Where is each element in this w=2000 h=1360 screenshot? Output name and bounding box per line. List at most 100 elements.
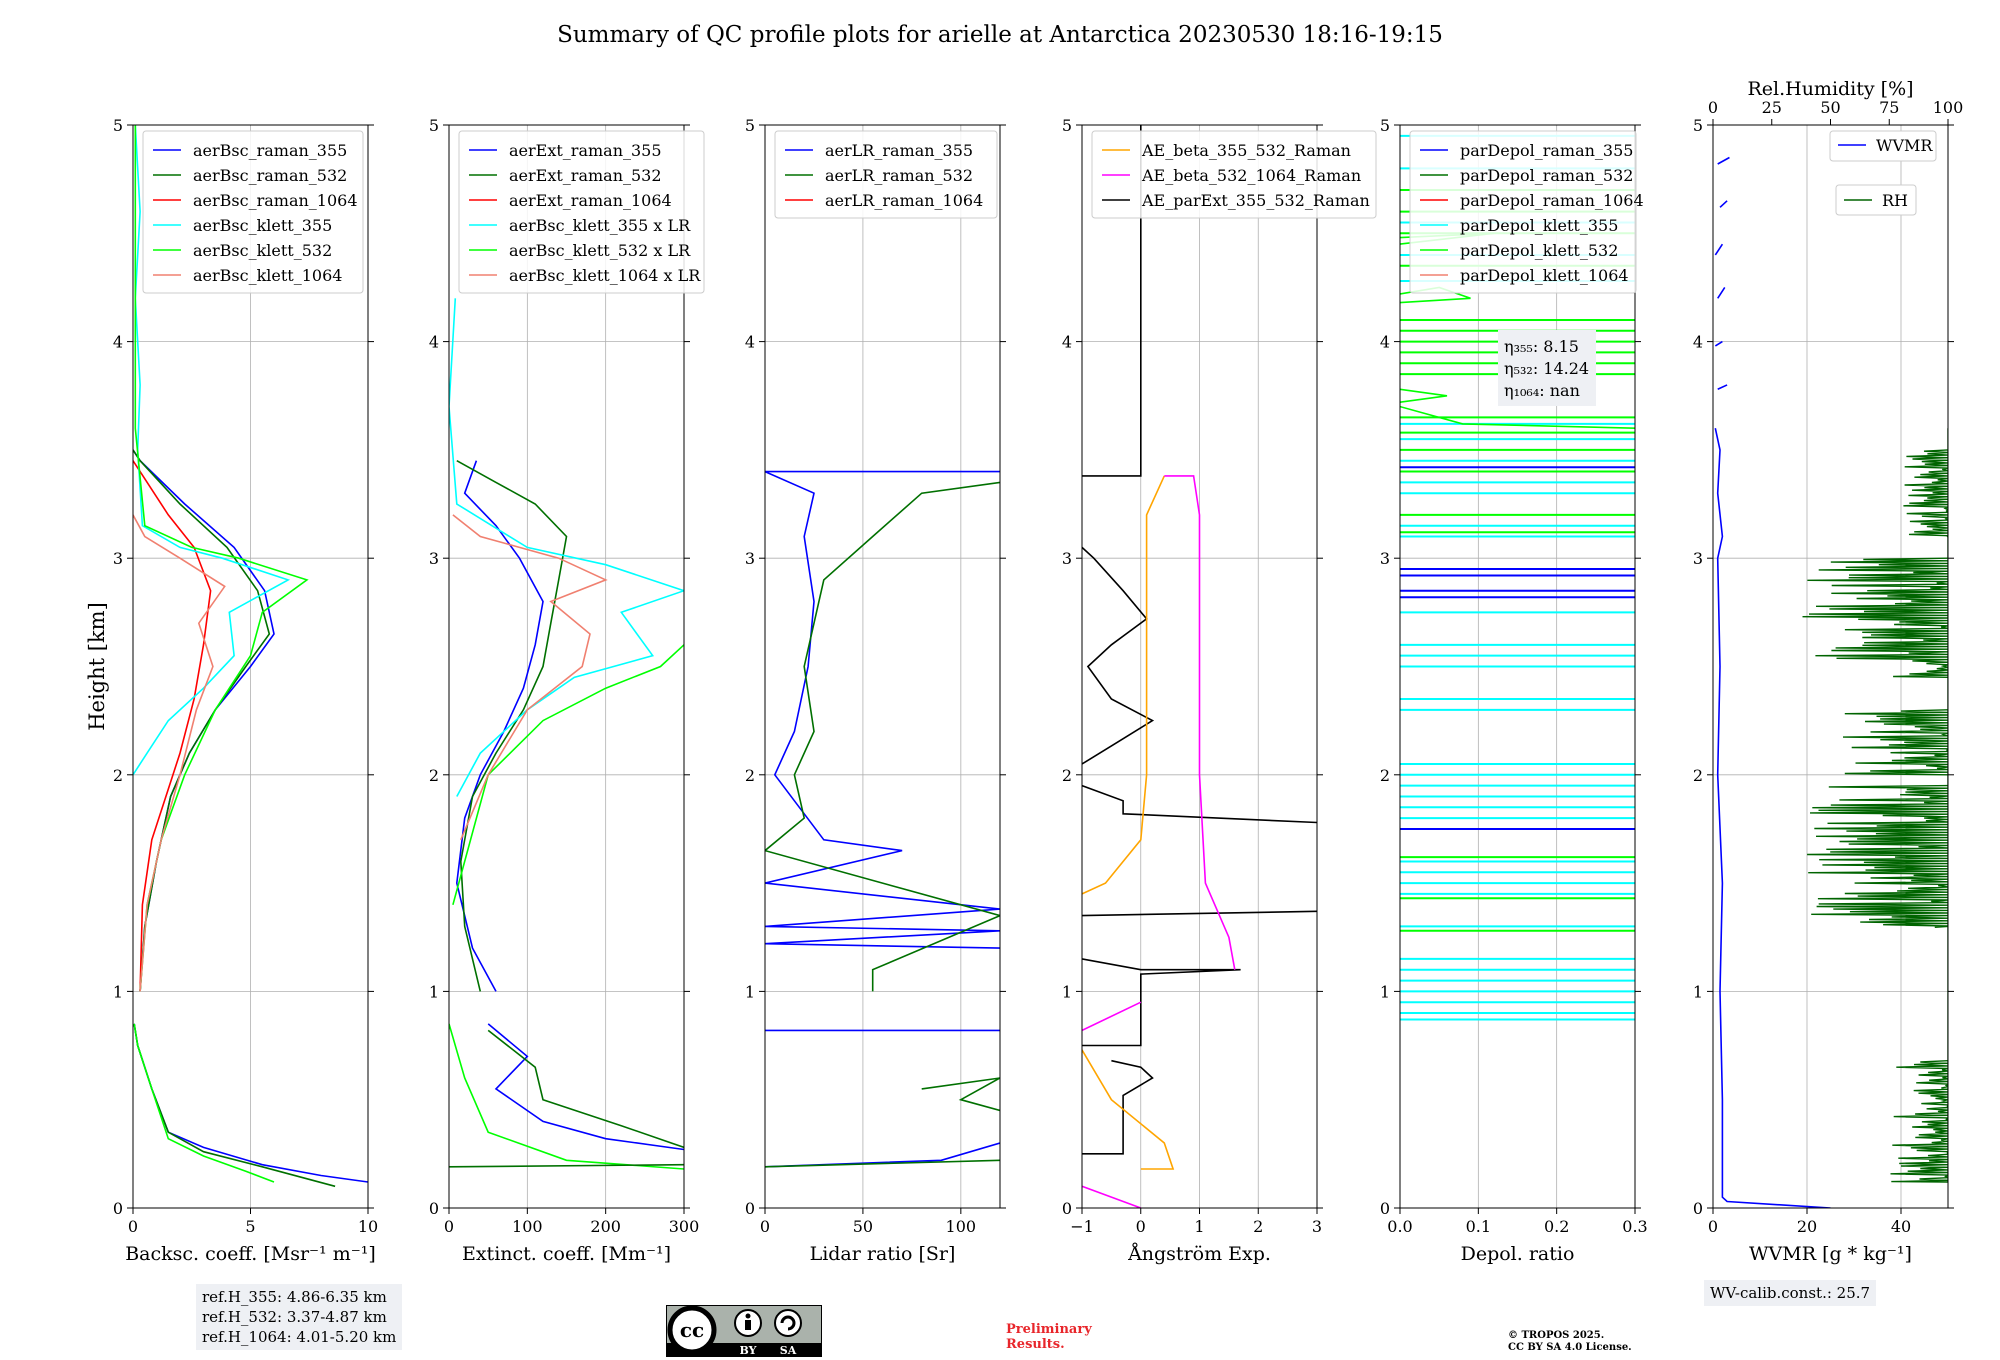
reference-height-note: ref.H_355: 4.86-6.35 km ref.H_532: 3.37-… xyxy=(196,1284,403,1350)
legend-label: aerBsc_klett_1064 x LR xyxy=(509,266,701,285)
y-tick-label: 1 xyxy=(1380,982,1390,1001)
y-tick-label: 5 xyxy=(113,116,123,135)
top-x-tick-label: 0 xyxy=(1708,98,1718,117)
series-line-AE_beta_532_1064_Raman xyxy=(1082,1001,1142,1032)
x-tick-label: 0.2 xyxy=(1544,1217,1569,1236)
x-tick-label: 0.3 xyxy=(1622,1217,1647,1236)
cc-mark: cc xyxy=(680,1318,704,1342)
grid-lr: 0 50 100 0 1 2 3 4 5 xyxy=(745,116,1006,1236)
series-line-AE_parExt_355_532_Raman xyxy=(1082,125,1142,477)
series-line-aerBsc_klett_532 x LR xyxy=(449,1023,684,1170)
axes-frame xyxy=(132,124,369,1209)
x-axis-label: Ångström Exp. xyxy=(1127,1243,1271,1265)
ref-height-355: ref.H_355: 4.86-6.35 km xyxy=(202,1288,387,1306)
y-tick-label: 4 xyxy=(1062,333,1072,352)
legend-ae: AE_beta_355_532_Raman AE_beta_532_1064_Ra… xyxy=(1091,130,1377,219)
series-line-aerBsc_klett_355 xyxy=(133,125,291,776)
y-tick-label: 2 xyxy=(113,766,123,785)
series-line-aerBsc_raman_355 xyxy=(133,449,275,992)
panel-depol: 0.0 0.1 0.2 0.3 0 1 2 3 4 5 Depol. ratio parDepol_r… xyxy=(1380,116,1648,1265)
legend-lr: aerLR_raman_355 aerLR_raman_532 aerLR_rama… xyxy=(774,130,998,219)
x-axis-label: Lidar ratio [Sr] xyxy=(810,1243,956,1265)
series-line-WVMR xyxy=(1717,384,1728,390)
data-wv xyxy=(1714,156,1948,1208)
x-tick-label: 300 xyxy=(669,1217,700,1236)
x-tick-label: 0 xyxy=(444,1217,454,1236)
eta-value: η₃₅₅: 8.15 xyxy=(1504,337,1579,356)
series-line-WVMR xyxy=(1714,340,1723,347)
legend-box xyxy=(774,130,998,219)
legend-box xyxy=(142,130,364,294)
series-line-AE_parExt_355_532_Raman xyxy=(1082,910,1317,917)
x-axis-label: Extinct. coeff. [Mm⁻¹] xyxy=(462,1243,671,1265)
top-x-tick-label: 100 xyxy=(1933,98,1964,117)
series-line-aerBsc_raman_532 xyxy=(133,449,271,992)
data-ae xyxy=(1082,125,1317,1208)
legend-label: aerExt_raman_355 xyxy=(509,141,662,160)
legend-label: aerLR_raman_532 xyxy=(825,166,973,185)
y-tick-label: 0 xyxy=(429,1199,439,1218)
top-axis-label: Rel.Humidity [%] xyxy=(1747,78,1913,100)
x-tick-label: 0 xyxy=(760,1217,770,1236)
legend-wv: WVMR RH xyxy=(1829,130,1937,216)
series-line-WVMR xyxy=(1719,200,1728,208)
legend-label: aerBsc_klett_355 xyxy=(193,216,332,235)
panel-ext: 0 100 200 300 0 1 2 3 4 5 Extinct. coeff. [Mm⁻¹] ae… xyxy=(429,116,705,1265)
y-tick-label: 5 xyxy=(1693,116,1703,135)
y-tick-label: 1 xyxy=(113,982,123,1001)
y-tick-label: 0 xyxy=(1380,1199,1390,1218)
legend-label: AE_beta_355_532_Raman xyxy=(1141,141,1351,160)
series-line-AE_parExt_355_532_Raman xyxy=(1082,1059,1154,1155)
y-tick-label: 5 xyxy=(1062,116,1072,135)
legend-label: parDepol_raman_355 xyxy=(1460,141,1633,160)
legend-label: aerBsc_raman_355 xyxy=(193,141,347,160)
x-tick-label: 0 xyxy=(1136,1217,1146,1236)
series-line-aerBsc_klett_355 x LR xyxy=(449,298,684,797)
series-line-AE_beta_532_1064_Raman xyxy=(1082,1185,1142,1208)
legend-box xyxy=(458,130,705,294)
top-x-tick-label: 50 xyxy=(1820,98,1840,117)
series-line-RH xyxy=(1807,784,1948,928)
eta-background xyxy=(1498,330,1596,406)
series-line-aerExt_raman_355 xyxy=(487,1023,684,1151)
legend-label: AE_beta_532_1064_Raman xyxy=(1141,166,1361,185)
eta-value: η₁₀₆₄: nan xyxy=(1504,381,1580,400)
legend-bsc: aerBsc_raman_355 aerBsc_raman_532 aerBsc_r… xyxy=(142,130,364,294)
series-line-AE_parExt_355_532_Raman xyxy=(1082,958,1241,1047)
y-tick-label: 1 xyxy=(429,982,439,1001)
data-lr xyxy=(765,470,1000,1168)
data-bsc xyxy=(133,125,368,1188)
legend-label: aerLR_raman_1064 xyxy=(825,191,983,210)
series-line-aerBsc_raman_355 xyxy=(133,1023,368,1183)
series-line-RH xyxy=(1802,557,1948,678)
series-line-aerExt_raman_355 xyxy=(455,460,544,992)
x-axis-label: Depol. ratio xyxy=(1461,1243,1575,1265)
data-ext xyxy=(449,298,684,1170)
y-tick-label: 2 xyxy=(1062,766,1072,785)
series-line-parDepol_klett_532 xyxy=(1400,405,1635,429)
legend-label: aerBsc_raman_532 xyxy=(193,166,347,185)
series-line-aerLR_raman_532 xyxy=(921,1077,1000,1112)
y-tick-label: 4 xyxy=(113,333,123,352)
series-line-WVMR xyxy=(1714,428,1831,1208)
y-tick-label: 4 xyxy=(745,333,755,352)
legend-label: parDepol_raman_532 xyxy=(1460,166,1633,185)
preliminary-results-note: Preliminary Results. xyxy=(1006,1322,1092,1352)
legend-label: parDepol_klett_355 xyxy=(1460,216,1618,235)
axes-frame xyxy=(764,124,1001,1209)
y-tick-label: 4 xyxy=(1380,333,1390,352)
series-line-RH xyxy=(1842,709,1948,776)
y-tick-label: 3 xyxy=(745,549,755,568)
x-tick-label: 0 xyxy=(1708,1217,1718,1236)
y-tick-label: 3 xyxy=(113,549,123,568)
axes-frame xyxy=(1712,124,1949,1209)
x-axis-label: WVMR [g * kg⁻¹] xyxy=(1749,1243,1912,1265)
y-tick-label: 0 xyxy=(1693,1199,1703,1218)
y-tick-label: 3 xyxy=(1062,549,1072,568)
copyright-line-2: CC BY SA 4.0 License. xyxy=(1508,1342,1632,1353)
eta-value: η₅₃₂: 14.24 xyxy=(1504,359,1589,378)
y-tick-label: 1 xyxy=(1062,982,1072,1001)
